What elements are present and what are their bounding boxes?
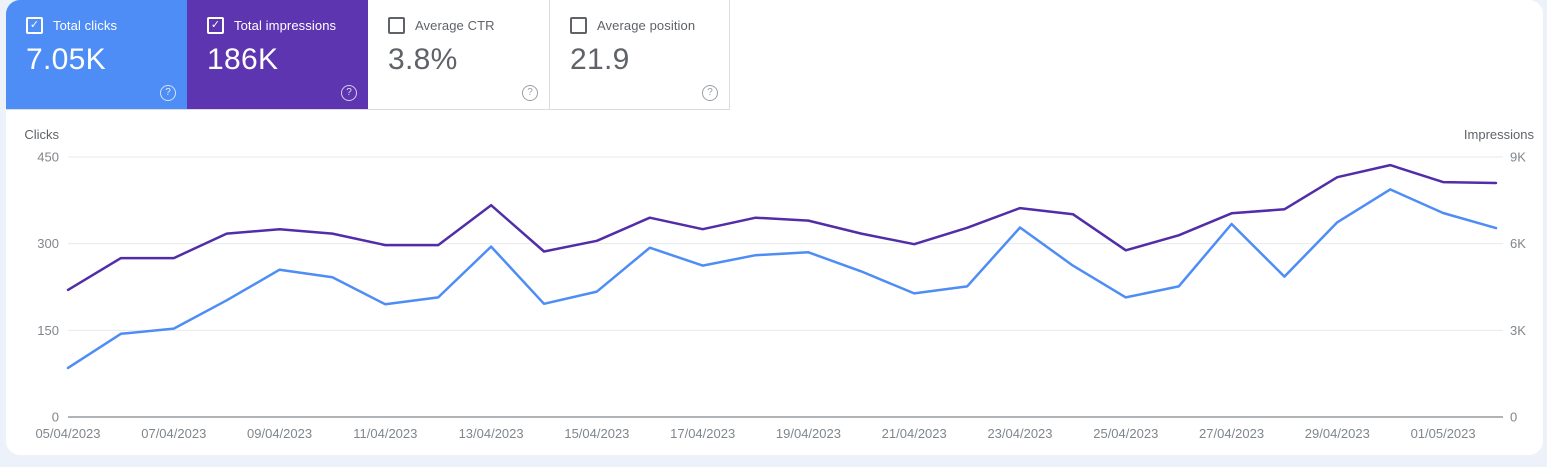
x-axis-date-label: 27/04/2023: [1199, 426, 1264, 441]
total-impressions-value: 186K: [207, 43, 279, 76]
average-ctr-card-header: Average CTR: [388, 17, 549, 34]
right-axis-tick: 6K: [1510, 236, 1526, 251]
x-axis-date-label: 13/04/2023: [459, 426, 524, 441]
total-clicks-value: 7.05K: [26, 43, 106, 76]
average-ctr-value: 3.8%: [388, 43, 458, 76]
performance-panel: ✓ Total clicks 7.05K ? ✓ Total impressio…: [6, 0, 1543, 455]
performance-line-chart[interactable]: 0 0 150 3K 300 6K 450 9K Clicks Impressions 05/04/…: [6, 110, 1543, 455]
left-axis-tick: 0: [52, 410, 59, 425]
average-position-card[interactable]: Average position 21.9 ?: [549, 0, 730, 110]
help-icon[interactable]: ?: [522, 85, 538, 101]
x-axis-date-label: 29/04/2023: [1305, 426, 1370, 441]
help-icon[interactable]: ?: [702, 85, 718, 101]
average-position-value: 21.9: [570, 43, 630, 76]
metric-cards-row: ✓ Total clicks 7.05K ? ✓ Total impressio…: [6, 0, 1543, 110]
x-axis-date-label: 05/04/2023: [35, 426, 100, 441]
average-position-label: Average position: [597, 18, 696, 33]
x-axis-date-label: 07/04/2023: [141, 426, 206, 441]
total-impressions-checkbox[interactable]: ✓: [207, 17, 224, 34]
help-icon[interactable]: ?: [160, 85, 176, 101]
left-axis-tick: 300: [37, 236, 59, 251]
total-impressions-label: Total impressions: [234, 18, 337, 33]
x-axis-date-label: 11/04/2023: [353, 426, 417, 441]
average-ctr-card[interactable]: Average CTR 3.8% ?: [368, 0, 549, 110]
x-axis-date-label: 25/04/2023: [1093, 426, 1158, 441]
average-ctr-checkbox[interactable]: [388, 17, 405, 34]
right-axis-title: Impressions: [1464, 127, 1535, 142]
x-axis-date-label: 01/05/2023: [1411, 426, 1476, 441]
total-clicks-checkbox[interactable]: ✓: [26, 17, 43, 34]
average-ctr-label: Average CTR: [415, 18, 495, 33]
left-axis-tick: 150: [37, 323, 59, 338]
total-clicks-card[interactable]: ✓ Total clicks 7.05K ?: [6, 0, 187, 110]
help-icon[interactable]: ?: [341, 85, 357, 101]
right-axis-tick: 3K: [1510, 323, 1526, 338]
right-axis-tick: 0: [1510, 410, 1517, 425]
x-axis-date-label: 17/04/2023: [670, 426, 735, 441]
average-position-checkbox[interactable]: [570, 17, 587, 34]
x-axis-date-label: 15/04/2023: [564, 426, 629, 441]
x-axis-date-label: 23/04/2023: [987, 426, 1052, 441]
impressions-line[interactable]: [66, 163, 1498, 292]
x-axis-date-label: 09/04/2023: [247, 426, 312, 441]
x-axis-date-label: 19/04/2023: [776, 426, 841, 441]
total-clicks-label: Total clicks: [53, 18, 118, 33]
average-position-card-header: Average position: [570, 17, 729, 34]
x-axis-date-label: 21/04/2023: [882, 426, 947, 441]
clicks-line[interactable]: [66, 188, 1498, 370]
left-axis-tick: 450: [37, 150, 59, 165]
total-impressions-card[interactable]: ✓ Total impressions 186K ?: [187, 0, 368, 110]
total-impressions-card-header: ✓ Total impressions: [207, 17, 368, 34]
left-axis-title: Clicks: [24, 127, 59, 142]
right-axis-tick: 9K: [1510, 150, 1526, 165]
total-clicks-card-header: ✓ Total clicks: [26, 17, 187, 34]
chart-area: 0 0 150 3K 300 6K 450 9K Clicks Impressions 05/04/…: [6, 110, 1543, 455]
